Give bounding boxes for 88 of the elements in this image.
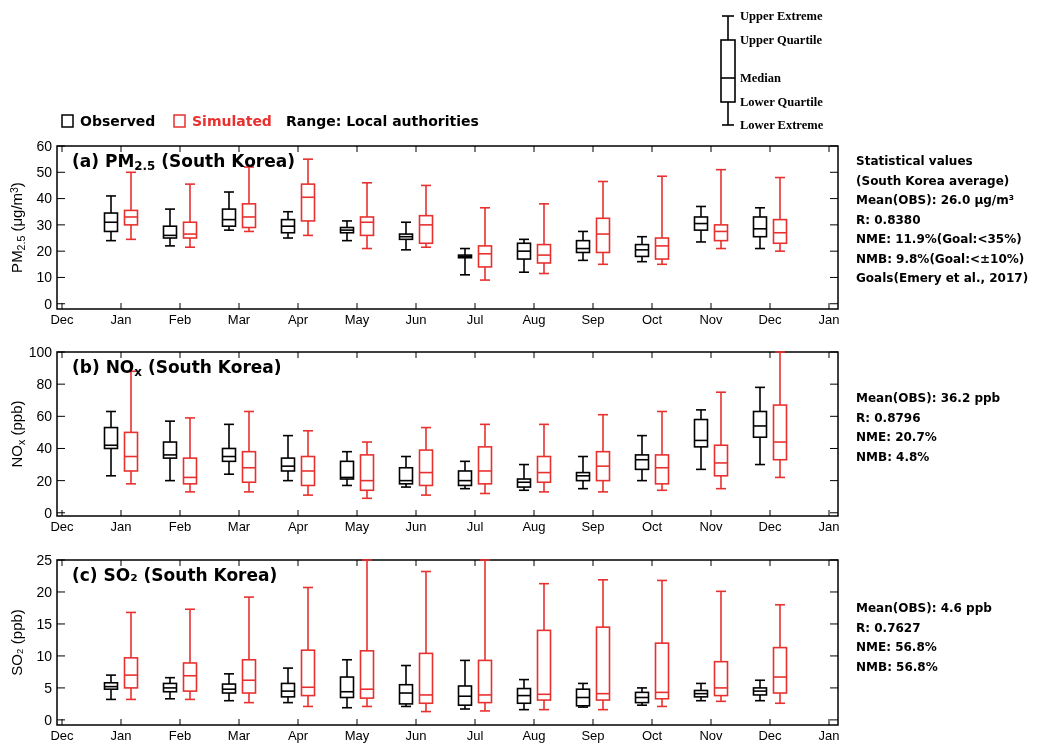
x-tick-label: Feb — [168, 312, 192, 327]
x-tick-label: Mar — [227, 728, 251, 743]
x-tick-label: Jun — [405, 728, 427, 743]
x-tick-label: Oct — [641, 519, 663, 534]
text: R: 0.8380 — [856, 212, 921, 227]
x-tick-label: Jan — [110, 312, 132, 327]
text: NME: 11.9%(Goal:<35%) — [856, 232, 1022, 246]
x-tick-label: Jan — [818, 312, 840, 327]
text: NME: 20.7% — [856, 430, 937, 444]
x-tick-label: Jul — [466, 312, 484, 327]
x-tick-label: May — [344, 519, 370, 534]
x-tick-label: Feb — [168, 728, 192, 743]
x-tick-label: Dec — [758, 519, 783, 534]
x-tick-label: Nov — [699, 312, 724, 327]
x-tick-label: Nov — [699, 519, 724, 534]
y-tick-label: 50 — [36, 164, 53, 181]
chart-title: (c) SO₂ (South Korea) — [72, 565, 278, 585]
y-tick-label: 20 — [36, 472, 53, 489]
y-tick-label: 15 — [36, 615, 53, 632]
chart-title: (a) PM$_{2.5}$ (South Korea) — [72, 151, 295, 173]
x-tick-label: Oct — [641, 728, 663, 743]
legend-label: Observed — [80, 113, 156, 129]
x-tick-label: May — [344, 312, 370, 327]
y-axis-title: SO₂ (ppb) — [8, 609, 25, 676]
x-tick-label: Apr — [287, 519, 309, 534]
text: Lower Quartile — [740, 95, 824, 109]
legend-label: Simulated — [192, 113, 272, 129]
y-tick-label: 10 — [36, 269, 53, 286]
y-tick-label: 20 — [36, 243, 53, 260]
x-tick-label: Jan — [110, 519, 132, 534]
y-tick-label: 80 — [36, 376, 53, 393]
text: Goals(Emery et al., 2017) — [856, 271, 1029, 285]
x-tick-label: Aug — [522, 728, 546, 743]
x-tick-label: Jan — [818, 728, 840, 743]
x-tick-label: Jul — [466, 728, 484, 743]
text: Upper Quartile — [740, 33, 823, 47]
text: NMB: 9.8%(Goal:<±10%) — [856, 251, 1025, 266]
chart-title: (b) NO$_{x}$ (South Korea) — [72, 357, 282, 379]
x-tick-label: Mar — [227, 312, 251, 327]
x-tick-label: Aug — [522, 312, 546, 327]
y-tick-label: 0 — [44, 295, 53, 312]
x-tick-label: Nov — [699, 728, 724, 743]
y-tick-label: 100 — [28, 343, 53, 360]
y-tick-label: 40 — [36, 190, 53, 207]
x-tick-label: Jun — [405, 312, 427, 327]
x-tick-label: Dec — [758, 312, 783, 327]
y-tick-label: 10 — [36, 647, 53, 664]
x-tick-label: May — [344, 728, 370, 743]
x-tick-label: Sep — [581, 312, 605, 327]
y-tick-label: 60 — [36, 137, 53, 154]
text: Mean(OBS): 36.2 ppb — [856, 391, 1001, 405]
text: Lower Extreme — [740, 118, 824, 132]
chart-subtitle: Range: Local authorities — [286, 113, 479, 129]
text: NMB: 4.8% — [856, 449, 930, 464]
text: Mean(OBS): 4.6 ppb — [856, 601, 993, 615]
y-tick-label: 20 — [36, 583, 53, 600]
x-tick-label: Apr — [287, 312, 309, 327]
y-tick-label: 40 — [36, 440, 53, 457]
text: R: 0.8796 — [856, 410, 921, 425]
x-tick-label: Dec — [50, 312, 75, 327]
x-tick-label: Jan — [110, 728, 132, 743]
text: Statistical values — [856, 154, 973, 168]
x-tick-label: Mar — [227, 519, 251, 534]
text: Mean(OBS): 26.0 μg/m³ — [856, 193, 1015, 207]
y-tick-label: 30 — [36, 216, 53, 233]
x-tick-label: Jan — [818, 519, 840, 534]
x-tick-label: Sep — [581, 519, 605, 534]
x-tick-label: Feb — [168, 519, 192, 534]
text: R: 0.7627 — [856, 620, 921, 635]
y-tick-label: 25 — [36, 551, 53, 568]
text: NME: 56.8% — [856, 640, 937, 654]
x-tick-label: Dec — [50, 519, 75, 534]
x-tick-label: Jul — [466, 519, 484, 534]
x-tick-label: Jun — [405, 519, 427, 534]
x-tick-label: Apr — [287, 728, 309, 743]
text: Median — [740, 71, 782, 85]
text: (South Korea average) — [856, 173, 1010, 188]
y-tick-label: 5 — [44, 679, 53, 696]
y-tick-label: 0 — [44, 711, 53, 728]
x-tick-label: Aug — [522, 519, 546, 534]
y-tick-label: 0 — [44, 504, 53, 521]
x-tick-label: Oct — [641, 312, 663, 327]
text: NMB: 56.8% — [856, 659, 938, 674]
y-tick-label: 60 — [36, 408, 53, 425]
x-tick-label: Dec — [758, 728, 783, 743]
x-tick-label: Sep — [581, 728, 605, 743]
text: Upper Extreme — [740, 9, 823, 23]
x-tick-label: Dec — [50, 728, 75, 743]
